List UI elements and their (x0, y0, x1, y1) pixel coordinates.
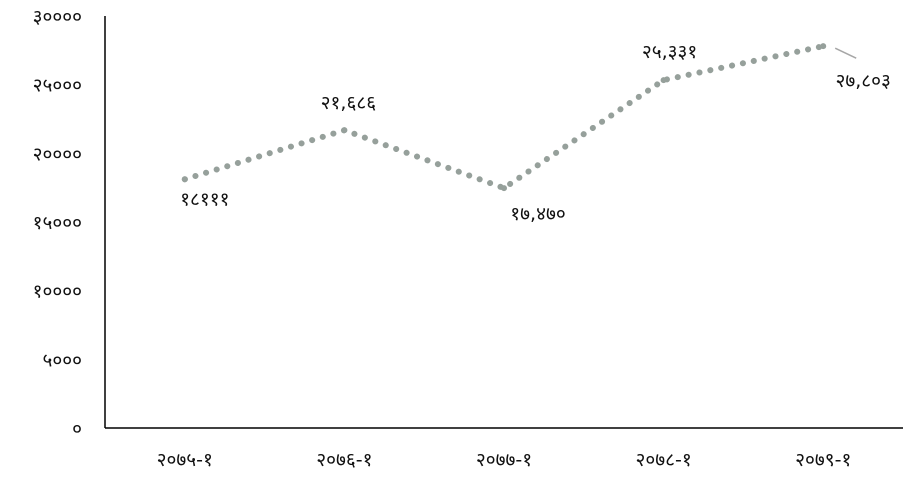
y-tick-label: २०००० (33, 143, 82, 165)
x-tick-label: २०७७-१ (476, 449, 532, 471)
series-line (181, 43, 827, 192)
leader-layer (834, 47, 857, 59)
data-label-leader-line (834, 47, 857, 59)
y-tick-label: ३०००० (33, 6, 82, 28)
data-label: २५,३३१ (642, 41, 697, 63)
x-tick-labels: २०७५-१ २०७६-१ २०७७-१ २०७८-१ २०७९-१ (157, 449, 852, 471)
data-point (501, 185, 507, 192)
x-tick-label: २०७९-१ (795, 449, 851, 471)
y-tick-label: २५००० (33, 75, 82, 97)
x-tick-label: २०७५-१ (157, 449, 213, 471)
x-tick-label: २०७६-१ (316, 449, 372, 471)
data-label: १७,४७० (510, 203, 565, 225)
y-tick-label: १०००० (33, 281, 82, 303)
data-label: २७,८०३ (835, 70, 890, 92)
data-label: २१,६८६ (321, 92, 376, 114)
y-tick-label: ५००० (42, 349, 82, 371)
data-point (341, 127, 348, 134)
data-point (181, 176, 188, 183)
y-tick-labels: ० ५००० १०००० १५००० २०००० २५००० ३०००० (33, 6, 82, 440)
data-labels: १८१११ २१,६८६ १७,४७० २५,३३१ २७,८०३ (180, 41, 891, 225)
y-tick-label: ० (72, 418, 82, 440)
series-layer (181, 43, 827, 192)
y-tick-label: १५००० (33, 212, 82, 234)
x-tick-label: २०७८-१ (635, 449, 691, 471)
data-point (660, 77, 667, 84)
data-point (820, 43, 827, 50)
data-label: १८१११ (180, 188, 229, 210)
